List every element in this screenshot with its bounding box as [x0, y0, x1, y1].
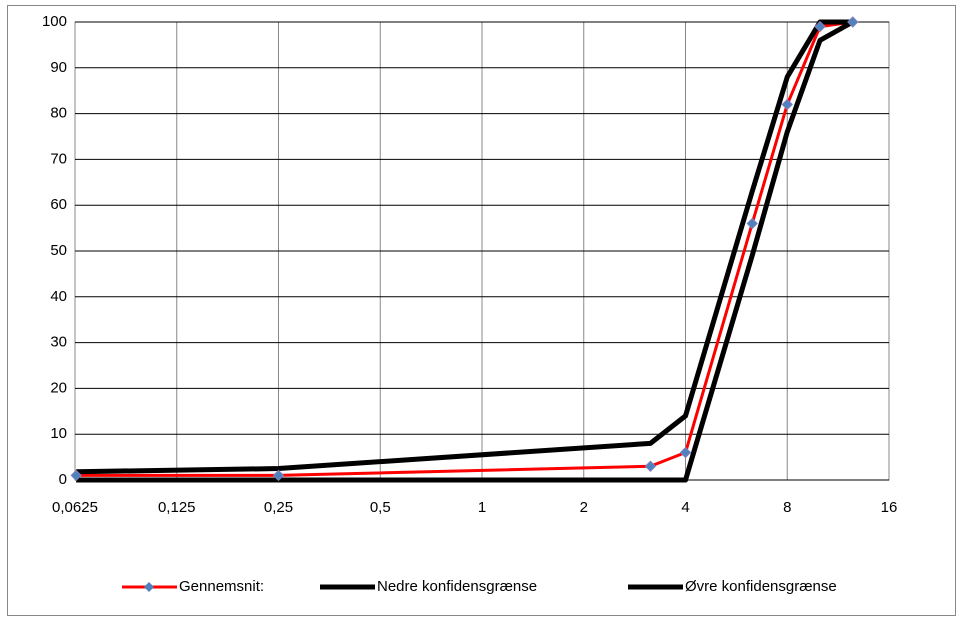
- series-line: [76, 19, 853, 475]
- x-tick-label: 16: [881, 499, 898, 516]
- x-tick-label: 2: [580, 499, 588, 516]
- data-point: [781, 98, 793, 111]
- x-tick-label: 0,0625: [52, 499, 98, 516]
- y-tick-label: 0: [59, 471, 67, 488]
- y-tick-label: 30: [50, 334, 67, 351]
- series-line: [76, 20, 853, 477]
- y-tick-label: 90: [50, 59, 67, 76]
- y-tick-label: 40: [50, 288, 67, 305]
- y-tick-label: 70: [50, 150, 67, 167]
- data-point: [70, 469, 82, 482]
- x-tick-label: 0,125: [158, 499, 196, 516]
- y-tick-label: 20: [50, 379, 67, 396]
- x-tick-label: 4: [681, 499, 689, 516]
- y-tick-label: 60: [50, 196, 67, 213]
- data-point: [644, 460, 657, 472]
- data-point: [746, 217, 758, 230]
- legend-label: Øvre konfidensgrænse: [685, 578, 837, 595]
- y-tick-label: 50: [50, 242, 67, 259]
- y-tick-label: 100: [42, 13, 67, 30]
- series-line: [76, 19, 854, 483]
- legend-marker: [144, 582, 154, 592]
- y-tick-label: 10: [50, 425, 67, 442]
- x-tick-label: 0,25: [264, 499, 293, 516]
- data-point: [814, 20, 826, 33]
- y-tick-label: 80: [50, 105, 67, 122]
- legend-label: Gennemsnit:: [179, 578, 264, 595]
- data-point: [847, 16, 859, 28]
- legend-label: Nedre konfidensgrænse: [377, 578, 537, 595]
- x-tick-label: 0,5: [370, 499, 391, 516]
- data-point: [272, 469, 285, 482]
- x-tick-label: 1: [478, 499, 486, 516]
- data-point: [679, 446, 692, 459]
- x-tick-label: 8: [783, 499, 791, 516]
